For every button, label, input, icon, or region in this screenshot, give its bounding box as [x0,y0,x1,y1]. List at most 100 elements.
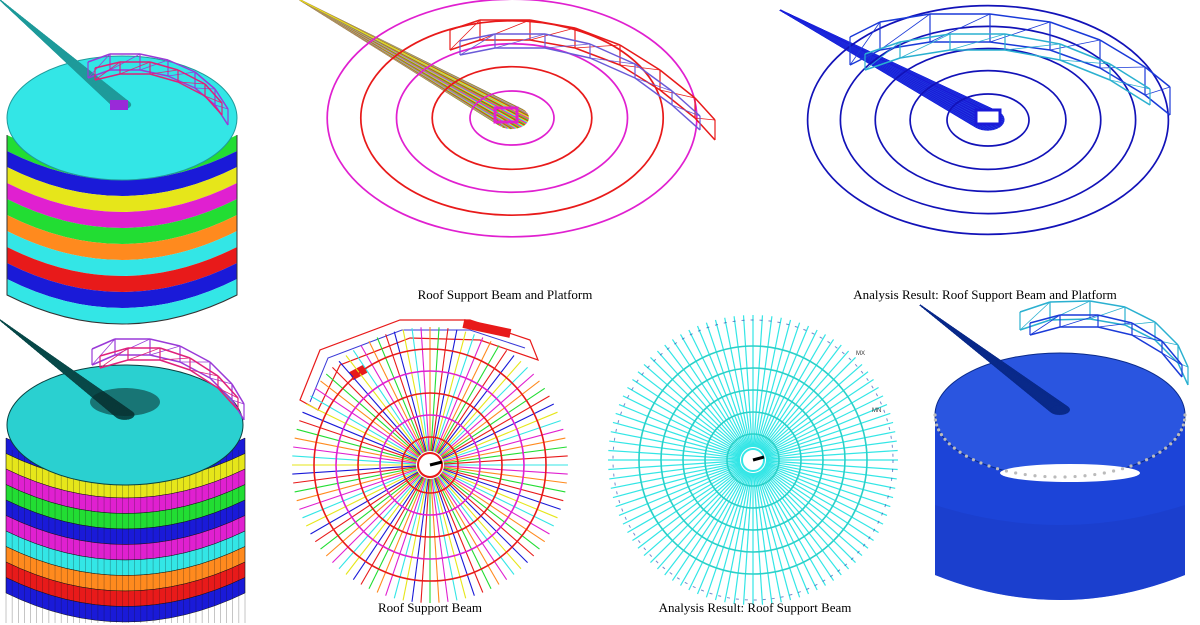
platform-chord [209,361,233,385]
analysis-radial [742,472,753,605]
analysis-radial [758,470,827,586]
plan-platform-highlight [349,364,368,381]
plan-radial [368,477,425,590]
rim-stud [971,458,976,462]
platform-brace [119,61,151,75]
analysis-radial [757,325,810,449]
analysis-radial [664,469,746,576]
platform-brace [159,357,191,361]
plan-radial-beams [292,327,568,603]
analysis-plan-radial-beams [608,315,898,605]
rim-stud [995,467,1000,471]
platform-brace [1124,321,1156,326]
analysis-plan-ring-beams [612,319,894,601]
plan-radial [434,477,484,593]
plan-radial [310,395,419,459]
plan-radial [411,478,429,602]
platform-chord [671,90,701,117]
analysis-radial [765,460,898,471]
plan-radial [360,345,424,454]
shell-band [7,247,237,292]
platform-chord [149,354,181,363]
platform-brace [459,33,496,56]
analysis-radial [608,449,741,460]
platform-chord [619,44,661,71]
rim-stud [933,413,937,417]
platform-chord [864,57,901,71]
platform-chord [1029,326,1061,336]
platform-frame [449,19,716,141]
plan-radial [332,367,421,456]
rim-stud [937,428,941,432]
analysis-radial [664,344,746,451]
plan-radial [376,477,426,593]
platform-chord [989,41,1051,51]
rim-stud [1144,458,1149,462]
analysis-radial [764,464,888,517]
plan-radial [385,334,427,452]
analysis-ring [704,411,802,509]
platform-brace [204,95,223,104]
analysis-axis-marker [752,455,765,462]
analysis-radial [671,339,747,450]
plan-radial [431,478,449,602]
platform-brace [1131,334,1163,342]
plan-radial [292,465,417,475]
plan-radial [443,446,567,464]
platform-brace [949,33,1006,51]
analysis-radial [759,339,835,450]
platform-brace [989,21,1051,43]
plan-radial [443,420,561,462]
platform-brace [217,387,239,399]
analysis-radial [756,472,801,598]
analysis-radial [765,463,891,508]
ring-beam [469,90,555,146]
plan-radial [360,476,424,585]
plan-ring [335,370,525,560]
analysis-radial [650,468,745,563]
platform-chord [99,359,129,369]
analysis-radial [705,472,750,598]
analysis-beam-plan-view: MX MN [600,310,900,605]
platform-chord [217,375,239,399]
analysis-platform-frame [849,13,1171,116]
plan-radial [443,466,567,484]
plan-radial [435,477,492,590]
platform-brace [139,59,169,71]
plan-radial [299,468,417,510]
rim-stud [1120,467,1125,471]
platform-chord [1154,321,1179,346]
platform-chord [1144,94,1171,116]
plan-radial [435,340,492,453]
ring-beam [395,42,629,194]
analysis-radial [627,465,743,534]
platform-chord [139,69,169,77]
analysis-radial [733,472,752,604]
analysis-radial [615,463,741,508]
ring-beam [874,47,1102,193]
platform-chord [574,27,621,46]
plan-radial [294,467,417,493]
rim-stud [1043,474,1047,479]
analysis-radial [765,461,897,480]
roof-mesh-dense-zone [90,388,160,416]
platform-chord [1004,49,1061,61]
rim-stud [1093,472,1097,477]
roof-beam-plan-drawing [292,319,568,603]
rim-stud [1151,454,1156,458]
analysis-radial [762,467,869,549]
platform-chord [1059,43,1111,65]
analysis-radial [622,395,742,455]
platform-chord [1131,322,1163,342]
analysis-radial [754,317,782,448]
platform-brace [544,43,591,49]
plan-radial [440,380,540,457]
plan-radial [440,373,535,457]
plan-radial [443,468,561,510]
analysis-beam-platform-view [779,4,1200,290]
caption-analysis-beam-platform: Analysis Result: Roof Support Beam and P… [853,287,1117,302]
plan-radial [436,345,500,454]
analysis-radial [762,363,863,452]
analysis-radial [755,472,792,601]
tank-model-colored [0,0,250,325]
